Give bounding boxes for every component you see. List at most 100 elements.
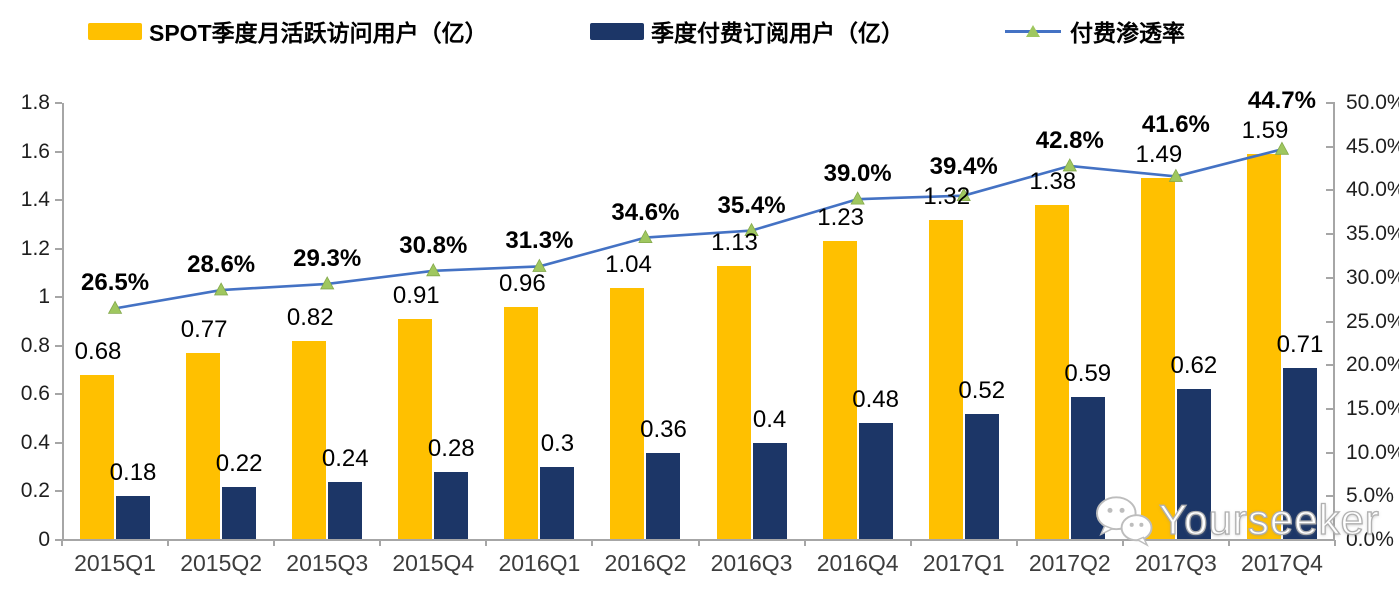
legend-item-mau[interactable]: SPOT季度月活跃访问用户（亿） xyxy=(88,16,488,46)
legend-label-mau: SPOT季度月活跃访问用户（亿） xyxy=(149,20,488,46)
penetration-value-label: 39.0% xyxy=(823,160,892,188)
penetration-marker xyxy=(956,187,971,202)
y-axis-right-tick-label: 0.0% xyxy=(1346,528,1394,551)
penetration-value-label: 28.6% xyxy=(187,251,256,279)
y-axis-right-tick-label: 25.0% xyxy=(1346,309,1399,333)
x-axis-tick xyxy=(1121,540,1124,546)
subs-bar xyxy=(540,467,575,540)
mau-series-swatch xyxy=(88,22,142,40)
y-axis-right-tick xyxy=(1326,539,1335,541)
penetration-marker xyxy=(426,262,441,277)
penetration-value-label: 30.8% xyxy=(399,231,468,259)
penetration-value-label: 41.6% xyxy=(1141,111,1210,139)
y-axis-left-tick xyxy=(55,344,62,347)
y-axis-left-tick xyxy=(55,393,62,396)
mau-value-label: 1.13 xyxy=(711,228,758,256)
mau-bar xyxy=(1140,178,1175,540)
subs-bar xyxy=(1282,367,1317,540)
mau-value-label: 0.96 xyxy=(499,269,546,297)
penetration-marker xyxy=(320,276,335,290)
x-axis-tick xyxy=(909,540,912,546)
x-axis-tick xyxy=(273,540,276,546)
mau-value-label: 0.68 xyxy=(74,337,122,365)
mau-bar xyxy=(504,306,539,540)
subs-value-label: 0.22 xyxy=(215,449,263,477)
y-axis-right-tick-label: 40.0% xyxy=(1346,178,1399,202)
x-axis-tick xyxy=(61,540,63,546)
y-axis-left-tick-label: 1 xyxy=(38,285,50,309)
subs-value-label: 0.4 xyxy=(752,405,787,433)
penetration-value-label: 34.6% xyxy=(611,198,680,226)
mau-bar xyxy=(610,287,645,540)
y-axis-right-tick xyxy=(1326,364,1335,367)
mau-value-label: 1.32 xyxy=(923,182,971,210)
y-axis-left-line xyxy=(62,103,64,540)
subs-value-label: 0.36 xyxy=(640,415,687,443)
penetration-marker xyxy=(1062,158,1077,172)
plot-area: 0.68 0.18 26.5% 0.77 0.22 28.6% 0.82 0.24 29.3% 0… xyxy=(21,87,1399,576)
y-axis-left-tick xyxy=(55,441,62,444)
y-axis-right-tick xyxy=(1326,407,1335,410)
subs-value-label: 0.48 xyxy=(852,386,899,414)
y-axis-left-tick xyxy=(55,539,62,541)
penetration-marker xyxy=(532,258,547,272)
x-axis-tick-label: 2017Q4 xyxy=(1241,550,1323,576)
subs-bar xyxy=(116,496,151,540)
y-axis-left-tick xyxy=(55,150,62,153)
x-axis-tick-label: 2015Q4 xyxy=(392,550,475,576)
y-axis-right-tick xyxy=(1326,102,1335,104)
penetration-line-marker-icon xyxy=(1005,23,1061,40)
mau-value-label: 1.49 xyxy=(1135,141,1183,169)
mau-value-label: 1.59 xyxy=(1241,116,1289,144)
subs-bar xyxy=(1176,389,1211,540)
subs-value-label: 0.18 xyxy=(109,459,157,487)
y-axis-right-tick-label: 35.0% xyxy=(1346,222,1399,246)
mau-value-label: 0.77 xyxy=(180,316,228,344)
y-axis-left-tick-label: 0.2 xyxy=(20,479,50,503)
x-axis-tick xyxy=(379,540,382,546)
mau-bar xyxy=(1246,153,1281,540)
mau-value-label: 0.91 xyxy=(392,282,440,310)
y-axis-right-tick-label: 20.0% xyxy=(1346,353,1399,377)
y-axis-left-tick-label: 0.4 xyxy=(20,430,50,454)
subs-value-label: 0.71 xyxy=(1276,330,1324,358)
subs-value-label: 0.59 xyxy=(1064,359,1112,387)
subs-bar xyxy=(964,413,999,540)
penetration-value-label: 39.4% xyxy=(929,152,998,180)
y-axis-right-tick-label: 5.0% xyxy=(1346,484,1394,508)
x-axis-tick xyxy=(1227,540,1230,546)
penetration-value-label: 35.4% xyxy=(717,191,786,219)
mau-bar xyxy=(928,219,963,540)
x-axis-tick-label: 2017Q3 xyxy=(1134,550,1217,576)
x-axis-tick xyxy=(591,540,594,546)
penetration-line xyxy=(114,148,1283,310)
mau-bar xyxy=(80,374,115,540)
subs-value-label: 0.28 xyxy=(427,435,475,463)
x-axis-tick-label: 2015Q3 xyxy=(286,550,369,576)
y-axis-left-tick-label: 0.6 xyxy=(20,382,50,406)
legend-item-subscribers[interactable]: 季度付费订阅用户（亿） xyxy=(590,16,904,46)
y-axis-left-tick-label: 1.4 xyxy=(20,188,50,212)
x-axis-tick-label: 2016Q4 xyxy=(816,550,899,576)
y-axis-left-tick-label: 0 xyxy=(38,528,50,551)
x-axis-tick-label: 2017Q1 xyxy=(922,550,1005,576)
subs-bar xyxy=(434,472,469,540)
y-axis-right-tick-label: 30.0% xyxy=(1346,265,1399,289)
penetration-marker xyxy=(1168,168,1184,182)
x-axis-tick xyxy=(485,540,488,546)
y-axis-right-tick xyxy=(1326,145,1335,148)
legend-item-penetration[interactable]: 付费渗透率 xyxy=(1005,16,1185,46)
legend-label-penetration: 付费渗透率 xyxy=(1070,20,1185,46)
y-axis-left-tick xyxy=(55,490,62,493)
mau-bar xyxy=(398,319,433,540)
x-axis-tick xyxy=(803,540,806,546)
mau-bar xyxy=(292,340,327,540)
y-axis-right-tick-label: 50.0% xyxy=(1346,91,1399,114)
y-axis-left-tick xyxy=(55,247,62,250)
y-axis-left-tick xyxy=(55,199,62,202)
subs-bar xyxy=(858,423,893,540)
legend-label-subscribers: 季度付费订阅用户（亿） xyxy=(651,20,904,46)
mau-value-label: 0.82 xyxy=(286,303,334,331)
y-axis-right-tick-label: 15.0% xyxy=(1346,396,1399,420)
penetration-line-chart xyxy=(107,141,1290,314)
